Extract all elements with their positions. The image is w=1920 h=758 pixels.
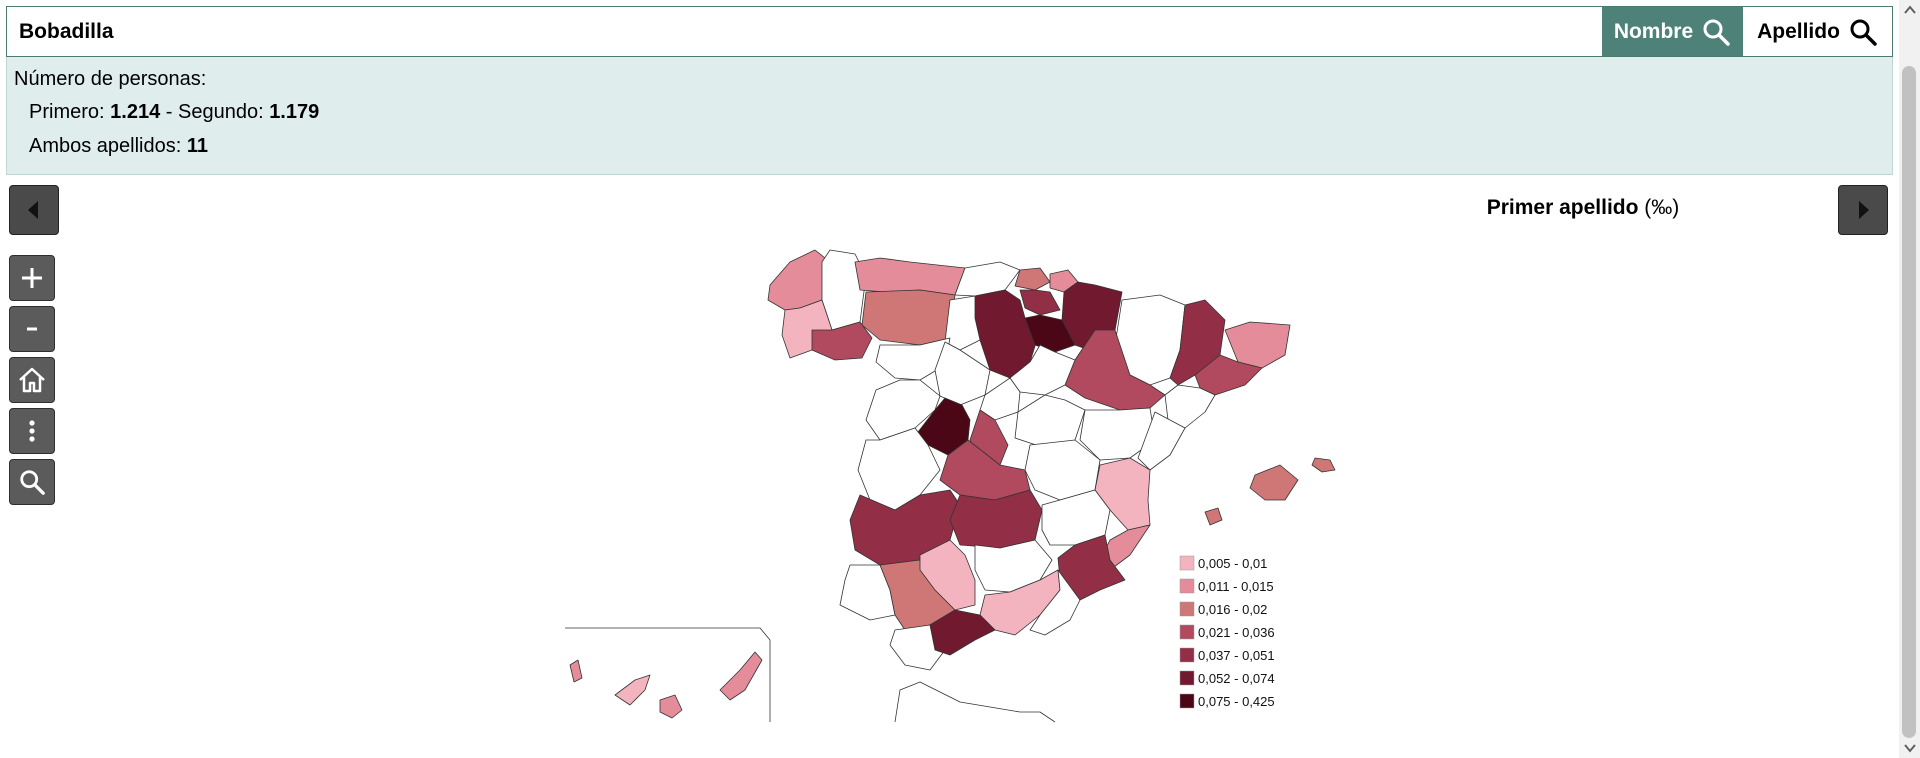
province-almeria[interactable] [1029,569,1081,636]
segundo-label: Segundo: [177,101,264,123]
canary-gran-canaria[interactable] [659,694,683,719]
legend-swatch [1179,578,1195,594]
ambos-label: Ambos apellidos: [29,135,182,157]
more-vertical-icon [29,420,35,442]
province-malaga[interactable] [929,609,996,656]
province-murcia[interactable] [1057,534,1126,601]
legend-swatch [1179,647,1195,663]
province-valladolid[interactable] [934,341,991,406]
map-search-button[interactable] [9,459,55,505]
primero-value: 1.214 [110,101,161,123]
info-header: Número de personas: [14,68,207,90]
province-asturias[interactable] [854,257,966,296]
legend-label: 0,021 - 0,036 [1198,625,1275,640]
first-second-counts: Primero: 1.214 - Segundo: 1.179 [29,101,319,124]
province-ibiza[interactable] [1204,507,1223,526]
apellido-search-button[interactable]: Apellido [1743,7,1892,56]
legend-label: 0,037 - 0,051 [1198,648,1275,663]
province-las-palmas[interactable] [719,651,763,701]
map-legend: 0,005 - 0,01 0,011 - 0,015 0,016 - 0,02 0,0… [1179,555,1275,709]
nombre-search-button[interactable]: Nombre [1602,7,1743,56]
segundo-value: 1.179 [269,101,320,123]
legend-swatch [1179,693,1195,709]
home-button[interactable] [9,357,55,403]
zoom-in-button[interactable] [9,255,55,301]
both-surnames-count: Ambos apellidos: 11 [29,135,208,158]
province-zamora[interactable] [875,337,951,381]
province-cordoba[interactable] [919,539,976,611]
province-cantabria[interactable] [954,261,1021,297]
home-icon [19,367,45,393]
canary-la-palma[interactable] [569,659,583,683]
province-palencia[interactable] [944,295,981,351]
chevron-right-icon [1859,201,1869,219]
province-layer [565,249,1336,723]
province-castellon[interactable] [1137,411,1186,471]
legend-label: 0,016 - 0,02 [1198,602,1267,617]
legend-swatch [1179,624,1195,640]
province-barcelona[interactable] [1194,354,1263,396]
search-input[interactable] [7,7,1602,56]
legend-label: 0,052 - 0,074 [1198,671,1275,686]
next-map-button[interactable] [1838,185,1888,235]
search-icon [20,470,45,495]
plus-icon [22,268,42,288]
info-panel: Número de personas: Primero: 1.214 - Seg… [6,57,1893,175]
primero-label: Primero: [29,101,105,123]
province-leon[interactable] [861,289,956,346]
legend-swatch [1179,555,1195,571]
canary-inset-border [565,627,771,722]
scroll-up-icon[interactable] [1903,4,1917,14]
scroll-down-icon[interactable] [1903,744,1917,754]
search-icon [1703,19,1730,46]
prev-map-button[interactable] [9,185,59,235]
legend-swatch [1179,601,1195,617]
apellido-button-label: Apellido [1757,19,1840,43]
ambos-value: 11 [186,135,209,157]
search-icon [1850,19,1877,46]
province-alava[interactable] [1019,289,1061,316]
minus-icon [27,327,37,331]
province-guadalajara[interactable] [1014,394,1086,449]
search-bar: Nombre Apellido [6,6,1893,57]
chevron-left-icon [28,201,38,219]
north-africa-coast [894,681,1056,723]
legend-label: 0,011 - 0,015 [1198,579,1274,594]
zoom-out-button[interactable] [9,306,55,352]
nombre-button-label: Nombre [1613,19,1694,43]
separator: - [160,101,178,123]
province-menorca[interactable] [1311,457,1336,473]
province-caceres[interactable] [857,427,941,511]
province-la-rioja[interactable] [1024,314,1076,353]
legend-swatch [1179,670,1195,686]
province-mallorca[interactable] [1249,464,1299,501]
legend-label: 0,075 - 0,425 [1198,694,1275,709]
more-options-button[interactable] [9,408,55,454]
map-title-unit: (‰) [1644,196,1680,219]
scrollbar-thumb[interactable] [1902,66,1916,738]
legend-label: 0,005 - 0,01 [1198,556,1267,571]
province-santa-cruz[interactable] [614,674,651,706]
province-ourense[interactable] [811,321,873,361]
province-vizcaya[interactable] [1014,267,1051,291]
map-title: Primer apellido (‰) [1400,196,1766,220]
map-title-text: Primer apellido [1486,196,1639,219]
